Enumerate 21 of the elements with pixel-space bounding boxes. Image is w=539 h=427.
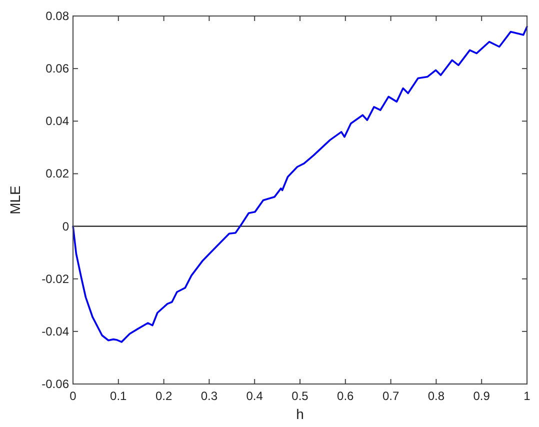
- x-tick-label: 0.1: [110, 389, 128, 403]
- y-tick-label: -0.02: [42, 272, 70, 286]
- x-tick-label: 1: [524, 389, 531, 403]
- y-tick-label: 0.08: [46, 9, 70, 23]
- y-tick-label: 0.02: [46, 166, 70, 181]
- y-axis-title: MLE: [7, 186, 23, 214]
- x-tick-label: 0.7: [382, 389, 400, 403]
- y-tick-label: 0: [62, 219, 70, 234]
- line-series: [72, 26, 528, 343]
- x-tick-label: 0.9: [473, 389, 490, 403]
- x-tick-label: 0.6: [337, 389, 354, 403]
- x-tick-label: 0.5: [292, 389, 309, 403]
- x-tick-label: 0.8: [428, 389, 445, 403]
- x-axis-title: h: [296, 406, 304, 422]
- y-tick-label: 0.04: [46, 114, 70, 128]
- y-tick-label: 0.06: [46, 62, 70, 76]
- y-tick-label: -0.06: [42, 377, 70, 391]
- y-tick-label: -0.04: [42, 324, 70, 338]
- x-tick-label: 0.2: [155, 389, 172, 403]
- x-tick-label: 0.3: [200, 389, 218, 403]
- x-tick-label: 0.4: [246, 389, 264, 403]
